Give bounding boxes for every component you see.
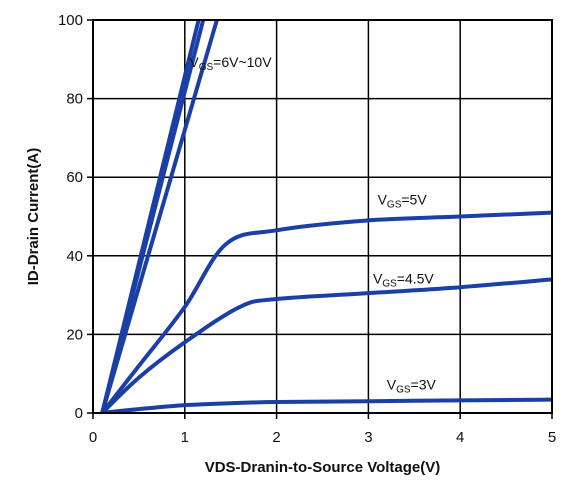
series-line-3	[100, 210, 552, 413]
annotation-text: =3V	[411, 376, 437, 392]
x-tick-label: 0	[89, 429, 97, 446]
y-tick-label: 80	[66, 91, 83, 108]
series-annotation: VGS=4.5V	[373, 270, 434, 289]
x-tick-label: 1	[181, 429, 189, 446]
annotation-text: =4.5V	[397, 270, 435, 286]
x-axis-title: VDS-Dranin-to-Source Voltage(V)	[205, 459, 441, 476]
series-line-5	[100, 397, 552, 413]
y-tick-label: 100	[58, 12, 83, 29]
y-tick-label: 0	[75, 405, 83, 422]
annotation-v: V	[378, 192, 388, 208]
y-tick-label: 60	[66, 169, 83, 186]
annotation-subscript: GS	[199, 62, 214, 73]
series-line-2	[100, 20, 219, 413]
annotation-subscript: GS	[382, 278, 397, 289]
y-axis-title: ID-Drain Current(A)	[25, 148, 42, 286]
x-tick-label: 5	[548, 429, 556, 446]
series-line-1	[100, 20, 206, 413]
plot-frame	[92, 19, 553, 414]
annotation-v: V	[387, 376, 397, 392]
annotation-subscript: GS	[387, 200, 402, 211]
series-annotation: VGS=6V~10V	[189, 54, 272, 73]
series-line-4	[100, 277, 552, 413]
x-tick-label: 2	[272, 429, 280, 446]
annotation-text: =5V	[401, 192, 427, 208]
annotation-v: V	[189, 54, 199, 70]
tick-labels: 0 1 2 3 4 5 0 20 40 60 80 100	[58, 12, 556, 446]
annotation-text: =6V~10V	[213, 54, 272, 70]
annotation-v: V	[373, 270, 383, 286]
x-tick-label: 4	[456, 429, 464, 446]
x-tick-label: 3	[364, 429, 372, 446]
y-tick-label: 20	[66, 326, 83, 343]
annotation-subscript: GS	[396, 384, 411, 395]
series-lines	[100, 20, 552, 413]
y-tick-label: 40	[66, 248, 83, 265]
series-annotation: VGS=5V	[378, 192, 428, 211]
series-annotation: VGS=3V	[387, 376, 437, 395]
